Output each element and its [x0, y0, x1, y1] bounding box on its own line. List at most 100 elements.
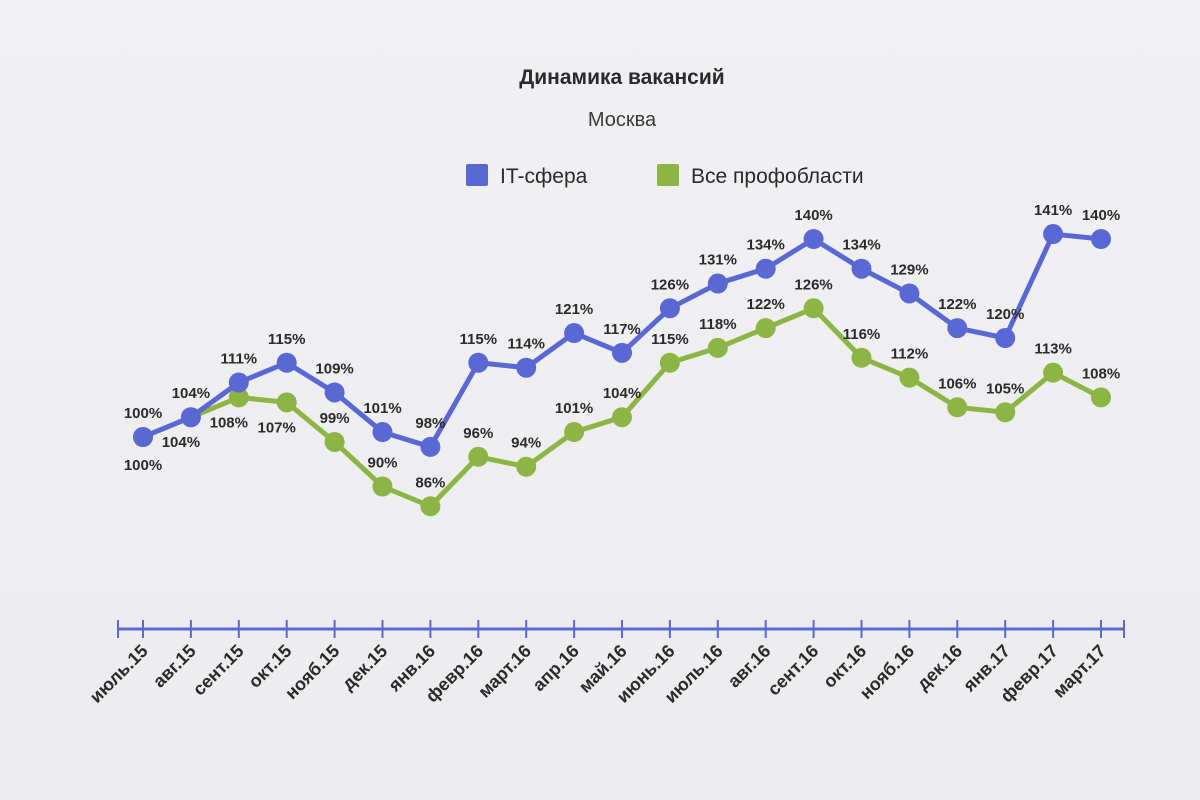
- data-point-it: [133, 427, 153, 447]
- data-label-all: 100%: [124, 457, 162, 474]
- data-label-all: 105%: [986, 380, 1024, 397]
- data-point-it: [516, 357, 537, 378]
- data-label-all: 96%: [463, 425, 493, 442]
- data-label-it: 122%: [938, 296, 976, 313]
- data-label-all: 112%: [891, 346, 929, 363]
- data-point-it: [564, 323, 585, 344]
- data-label-it: 115%: [460, 331, 498, 348]
- data-point-all: [659, 352, 680, 373]
- data-label-all: 107%: [258, 419, 296, 436]
- data-point-it: [612, 342, 632, 363]
- data-label-it: 98%: [415, 415, 445, 432]
- data-point-it: [803, 229, 824, 249]
- data-label-it: 129%: [890, 261, 928, 278]
- x-tick-label: июль.15: [86, 641, 152, 707]
- data-point-all: [372, 476, 393, 497]
- data-point-it: [1043, 224, 1064, 245]
- data-label-it: 121%: [555, 301, 593, 318]
- x-axis: [117, 620, 1125, 638]
- legend-swatch-it: [466, 164, 488, 186]
- data-point-it: [276, 352, 297, 373]
- data-label-all: 116%: [843, 326, 881, 343]
- data-point-all: [707, 337, 728, 358]
- data-point-it: [180, 407, 201, 428]
- legend: IT-сфера Все профобласти: [466, 164, 864, 188]
- x-tick-labels: июль.15авг.15сент.15окт.15нояб.15дек.15я…: [86, 641, 1110, 707]
- data-point-all: [612, 407, 632, 428]
- data-label-all: 104%: [603, 385, 641, 402]
- data-point-all: [851, 347, 872, 368]
- x-tick-label: апр.16: [529, 641, 583, 695]
- x-tick-label: дек.16: [913, 641, 966, 694]
- data-point-it: [755, 258, 776, 279]
- data-label-it: 140%: [794, 207, 832, 224]
- data-label-it: 140%: [1082, 207, 1120, 224]
- data-point-it: [324, 382, 345, 403]
- data-label-all: 104%: [162, 434, 200, 451]
- data-label-it: 134%: [842, 237, 880, 254]
- data-point-it: [1091, 229, 1111, 249]
- data-label-it: 111%: [220, 351, 257, 368]
- data-labels: 100%104%111%115%109%101%98%115% 114%121%1…: [124, 202, 1120, 491]
- chart-title: Динамика вакансий: [519, 66, 724, 89]
- data-label-it: 115%: [268, 331, 306, 348]
- data-label-it: 101%: [363, 400, 401, 417]
- data-point-all: [755, 318, 776, 339]
- data-point-it: [947, 318, 968, 339]
- x-tick-label: март.16: [474, 641, 535, 702]
- data-point-all: [564, 422, 585, 443]
- data-point-it: [851, 258, 872, 279]
- data-label-it: 131%: [699, 252, 737, 269]
- data-label-all: 122%: [747, 296, 785, 313]
- data-label-it: 126%: [651, 276, 689, 293]
- chart-subtitle: Москва: [588, 109, 657, 131]
- data-point-all: [468, 446, 489, 467]
- data-point-it: [899, 283, 920, 304]
- data-label-it: 109%: [315, 360, 353, 377]
- data-point-all: [228, 387, 249, 408]
- series-group: [133, 224, 1111, 517]
- data-point-it: [707, 273, 728, 294]
- data-point-all: [899, 367, 920, 388]
- data-label-all: 108%: [1082, 365, 1120, 382]
- data-label-all: 106%: [938, 375, 976, 392]
- data-label-it: 141%: [1034, 202, 1072, 219]
- data-point-it: [995, 328, 1016, 348]
- data-point-all: [995, 402, 1016, 423]
- data-point-it: [420, 436, 441, 457]
- data-point-all: [324, 431, 345, 452]
- data-label-all: 118%: [699, 316, 737, 333]
- data-point-all: [1043, 362, 1064, 383]
- legend-label-all: Все профобласти: [691, 165, 864, 188]
- data-label-it: 104%: [172, 385, 210, 402]
- data-label-all: 101%: [555, 400, 593, 417]
- data-point-all: [516, 456, 537, 477]
- data-point-it: [228, 372, 249, 393]
- data-point-it: [659, 298, 680, 319]
- data-label-all: 126%: [794, 276, 832, 293]
- data-label-all: 113%: [1034, 341, 1072, 358]
- data-label-it: 120%: [986, 306, 1024, 323]
- data-point-all: [276, 392, 297, 413]
- legend-swatch-all: [657, 164, 679, 186]
- data-point-it: [468, 352, 489, 373]
- data-label-it: 117%: [603, 321, 641, 338]
- data-label-all: 86%: [415, 474, 445, 491]
- data-point-all: [420, 496, 441, 517]
- x-tick-label: сент.15: [189, 641, 248, 700]
- legend-label-it: IT-сфера: [500, 165, 588, 188]
- data-label-all: 94%: [511, 435, 541, 452]
- data-label-all: 115%: [651, 331, 689, 348]
- data-point-all: [1091, 387, 1111, 408]
- x-tick-label: дек.15: [338, 641, 391, 694]
- data-label-it: 134%: [747, 237, 785, 254]
- data-label-it: 114%: [507, 336, 545, 353]
- data-point-it: [372, 422, 393, 443]
- x-tick-label: сент.16: [764, 641, 823, 700]
- data-point-all: [947, 397, 968, 418]
- data-label-all: 90%: [367, 455, 397, 472]
- data-point-all: [803, 298, 824, 319]
- x-tick-label: март.17: [1049, 641, 1110, 702]
- data-label-all: 108%: [210, 414, 248, 431]
